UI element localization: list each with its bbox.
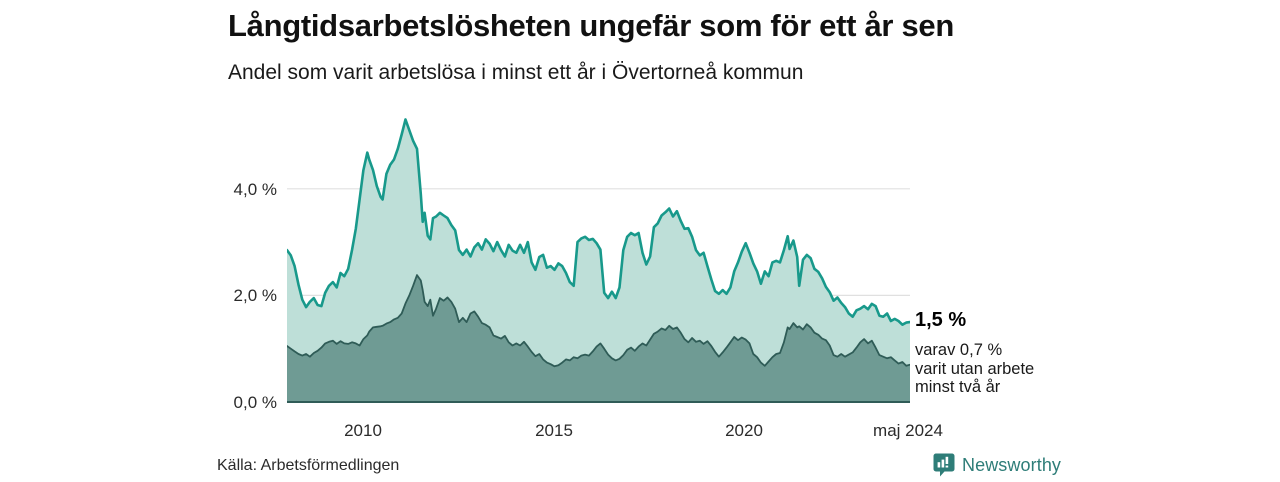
y-axis-tick-2: 2,0 % bbox=[233, 286, 277, 305]
x-axis-tick-2010: 2010 bbox=[344, 421, 382, 440]
series-two-years-area bbox=[287, 275, 910, 402]
source-credit: Källa: Arbetsförmedlingen bbox=[217, 457, 400, 474]
x-axis-tick-2015: 2015 bbox=[535, 421, 573, 440]
y-axis-tick-4: 4,0 % bbox=[233, 180, 277, 199]
two-year-annotation: varav 0,7 % varit utan arbete minst två … bbox=[915, 341, 1034, 397]
annotation-line-2: varit utan arbete bbox=[915, 359, 1035, 378]
newsworthy-wordmark: Newsworthy bbox=[962, 454, 1062, 475]
series-two-years-line bbox=[287, 274, 910, 368]
latest-total-value-label: 1,5 % bbox=[915, 309, 967, 331]
chart-subtitle: Andel som varit arbetslösa i minst ett å… bbox=[228, 61, 804, 84]
y-axis-tick-0: 0,0 % bbox=[233, 393, 277, 412]
area-chart bbox=[287, 118, 910, 403]
x-axis-tick-maj-2024: maj 2024 bbox=[873, 421, 943, 440]
annotation-line-1: varav 0,7 % bbox=[915, 341, 1003, 359]
annotation-line-3: minst två år bbox=[915, 378, 1001, 396]
newsworthy-bubble-chart-icon bbox=[933, 453, 955, 477]
series-total-one-year-line bbox=[287, 118, 910, 326]
page-title: Långtidsarbetslösheten ungefär som för e… bbox=[228, 8, 955, 43]
x-axis-tick-2020: 2020 bbox=[725, 421, 763, 440]
newsworthy-logo: Newsworthy bbox=[933, 453, 1061, 477]
